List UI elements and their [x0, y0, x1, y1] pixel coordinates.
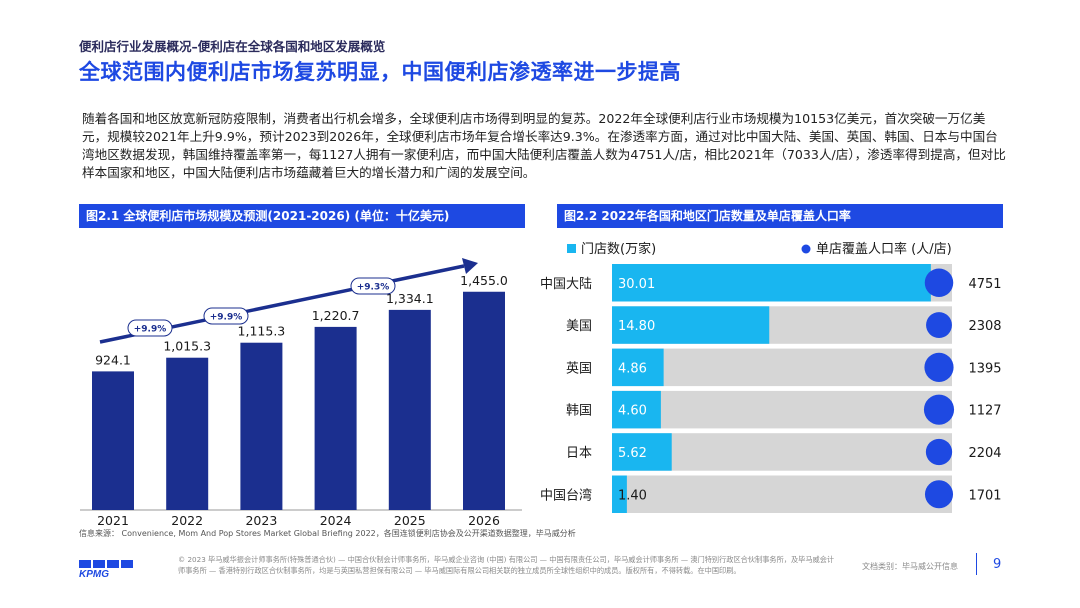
category-label: 中国台湾 — [540, 487, 592, 503]
growth-pill — [350, 277, 396, 295]
bar — [463, 291, 505, 510]
category-label: 中国大陆 — [540, 276, 592, 292]
data-label: 924.1 — [95, 352, 131, 367]
store-bar — [612, 348, 664, 387]
store-bar — [612, 390, 661, 429]
footer-divider — [976, 553, 977, 575]
coverage-dot — [924, 268, 954, 297]
chart-right-title: 图2.2 2022年各国和地区门店数量及单店覆盖人口率 — [557, 204, 1003, 228]
growth-label: +9.9% — [210, 313, 243, 323]
data-label: 1,455.0 — [460, 273, 508, 288]
store-value-label: 30.01 — [618, 277, 655, 292]
bar — [166, 357, 209, 510]
x-tick-label: 2024 — [320, 513, 352, 528]
source-note: 信息来源： Convenience, Mom And Pop Stores Ma… — [79, 529, 576, 538]
coverage-value-label: 1395 — [968, 361, 1001, 376]
coverage-value-label: 1701 — [968, 488, 1001, 503]
bar — [314, 326, 357, 510]
document-classification: 文档类别：毕马威公开信息 — [862, 562, 958, 571]
page-number: 9 — [993, 557, 1002, 572]
data-label: 1,115.3 — [238, 324, 286, 339]
coverage-value-label: 2204 — [968, 446, 1001, 461]
coverage-dot — [926, 312, 952, 338]
legend-swatch-coverage — [801, 244, 811, 254]
growth-label: +9.3% — [357, 283, 390, 293]
x-tick-label: 2023 — [245, 513, 277, 528]
bar — [240, 342, 283, 510]
x-tick-label: 2021 — [97, 513, 129, 528]
kpmg-logo: KPMG — [79, 560, 133, 580]
store-bar — [612, 264, 931, 302]
intro-paragraph: 随着各国和地区放宽新冠防疫限制，消费者出行机会增多，全球便利店市场得到明显的复苏… — [82, 111, 1006, 180]
page-title: 全球范围内便利店市场复苏明显，中国便利店渗透率进一步提高 — [79, 60, 681, 84]
store-value-label: 14.80 — [618, 319, 655, 334]
chart-left-title: 图2.1 全球便利店市场规模及预测(2021-2026) (单位：十亿美元) — [79, 204, 525, 228]
store-bar — [612, 306, 770, 344]
growth-pill — [203, 307, 249, 325]
store-value-label: 5.62 — [618, 446, 647, 461]
coverage-dot — [924, 352, 954, 382]
kpmg-logo-text: KPMG — [79, 569, 109, 580]
footer-legal: © 2023 毕马威华振会计师事务所(特殊普通合伙) — 中国合伙制会计师事务所… — [178, 555, 835, 575]
legend-label-stores: 门店数(万家) — [581, 241, 656, 257]
breadcrumb: 便利店行业发展概况–便利店在全球各国和地区发展概览 — [79, 39, 386, 54]
bar-track — [612, 475, 952, 513]
coverage-dot — [925, 438, 953, 466]
store-bar — [612, 475, 627, 513]
x-tick-label: 2025 — [394, 513, 426, 528]
coverage-value-label: 2308 — [968, 319, 1001, 334]
coverage-dot — [923, 394, 955, 425]
data-label: 1,015.3 — [163, 339, 211, 354]
category-label: 韩国 — [566, 404, 592, 419]
bar — [92, 371, 134, 510]
store-value-label: 4.60 — [618, 404, 647, 419]
bar-track — [612, 348, 952, 387]
coverage-dot — [924, 480, 954, 509]
store-value-label: 1.40 — [618, 488, 647, 503]
data-label: 1,220.7 — [312, 308, 360, 323]
legend-swatch-stores — [567, 244, 576, 253]
legend-label-coverage: 单店覆盖人口率 (人/店) — [816, 241, 952, 257]
coverage-value-label: 1127 — [968, 404, 1001, 419]
growth-label: +9.9% — [134, 325, 167, 335]
category-label: 美国 — [566, 319, 592, 334]
store-value-label: 4.86 — [618, 361, 647, 376]
x-tick-label: 2026 — [468, 513, 500, 528]
growth-pill — [127, 319, 173, 337]
category-label: 英国 — [566, 361, 592, 376]
bar-track — [612, 390, 952, 429]
coverage-value-label: 4751 — [968, 277, 1001, 292]
trend-arrow-head — [462, 258, 478, 274]
x-tick-label: 2022 — [171, 513, 203, 528]
bar — [388, 309, 431, 510]
category-label: 日本 — [566, 446, 592, 461]
data-label: 1,334.1 — [386, 291, 434, 306]
store-bar — [612, 433, 672, 471]
